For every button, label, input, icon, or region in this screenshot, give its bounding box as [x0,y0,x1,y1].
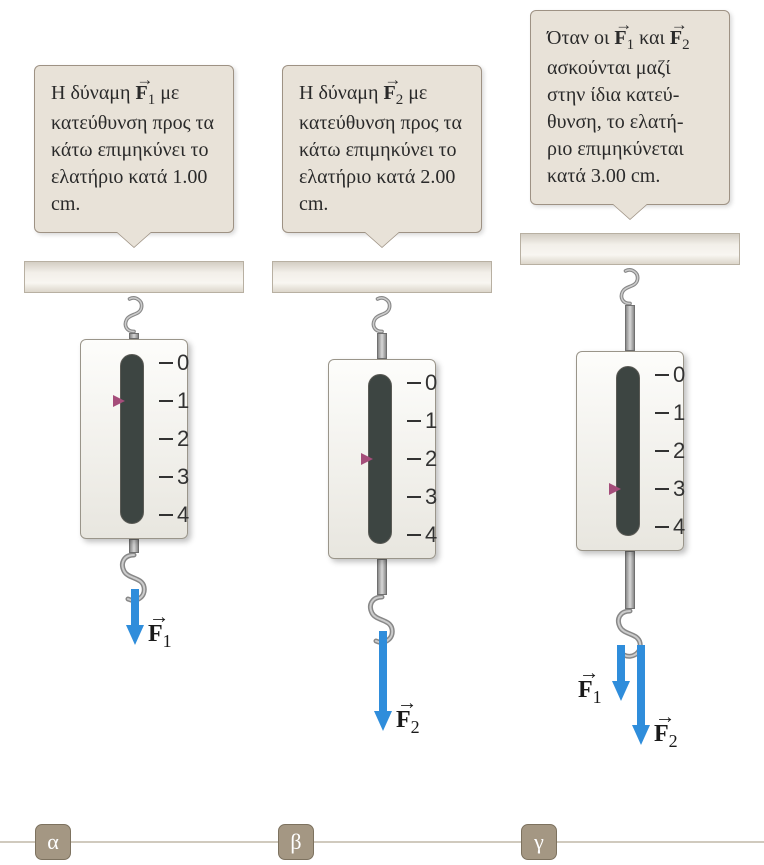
ceiling-bar [272,261,492,293]
caption: Όταν οι F1 και F2 ασκούνται μαζί στην ίδ… [530,10,730,205]
caption: Η δύναμη F2 με κατεύθυνση προς τα κάτω ε… [282,65,482,233]
scale-ticks: 01234 [655,367,715,537]
scale-ticks: 01234 [159,355,219,525]
bottom-stem [129,539,139,553]
spring-scale-assembly: 01234 F2 [328,293,436,829]
panel-badge-gamma: γ [521,824,557,860]
spring-stem [625,305,635,351]
force-arrows: F2 [332,649,432,829]
force-arrow-2 [632,645,650,750]
top-hook-icon [615,265,645,305]
scale-ticks: 01234 [407,375,467,545]
ceiling-bar [24,261,244,293]
figure-container: Η δύναμη F1 με κατεύθυνση προς τα κάτω ε… [10,10,754,810]
scale-pointer [113,395,125,407]
spring-stem [377,333,387,359]
scale-window: 01234 [616,366,640,536]
panel-gamma: Όταν οι F1 και F2 ασκούνται μαζί στην ίδ… [520,10,740,843]
bottom-stem [625,551,635,609]
spring-scale-assembly: 01234 F1 F2 [576,265,684,843]
spring-scale-assembly: 01234 F1 [80,293,188,787]
force-label-1: F2 [396,707,420,738]
scale-pointer [609,483,621,495]
force-arrow-1 [126,589,144,650]
top-hook-icon [367,293,397,333]
force-arrow-1 [374,631,392,736]
force-arrows: F1 F2 [580,663,680,843]
panel-alpha: Η δύναμη F1 με κατεύθυνση προς τα κάτω ε… [24,10,244,787]
scale-window: 01234 [120,354,144,524]
force-label-2: F2 [654,721,678,752]
force-label-1: F1 [148,621,172,652]
spring-scale: 01234 [328,359,436,559]
scale-pointer [361,453,373,465]
caption: Η δύναμη F1 με κατεύθυνση προς τα κάτω ε… [34,65,234,233]
scale-window: 01234 [368,374,392,544]
panel-beta: Η δύναμη F2 με κατεύθυνση προς τα κάτω ε… [272,10,492,829]
spring-scale: 01234 [576,351,684,551]
bottom-stem [377,559,387,595]
force-arrows: F1 [84,607,184,787]
ceiling-bar [520,233,740,265]
panel-badge-alpha: α [35,824,71,860]
top-hook-icon [119,293,149,333]
spring-scale: 01234 [80,339,188,539]
force-label-1: F1 [578,677,602,708]
panel-label-bar: αβγ [0,841,764,843]
force-arrow-1 [612,645,630,706]
panel-badge-beta: β [278,824,314,860]
